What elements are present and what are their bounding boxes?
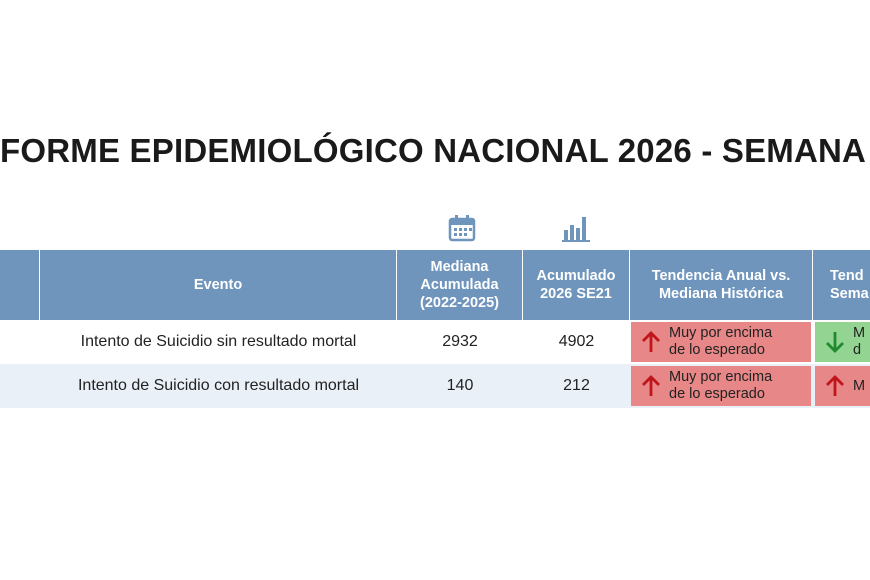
- header-cell: Mediana Acumulada (2022-2025): [397, 250, 523, 320]
- header-line: Mediana Histórica: [658, 286, 784, 302]
- header-cell: Tend Sema: [813, 250, 870, 320]
- arrow-up: [642, 331, 660, 352]
- event-cell: Intento de Suicidio con resultado mortal: [77, 377, 360, 394]
- number-cell: 212: [563, 377, 590, 394]
- header-line: (2022-2025): [420, 295, 499, 311]
- arrow-up: [826, 375, 844, 396]
- header-line: Mediana: [430, 259, 489, 275]
- number-cell: 4902: [558, 333, 595, 350]
- header-line: Sema: [830, 286, 869, 302]
- trend-line: de lo esperado: [669, 386, 765, 402]
- arrow-up: [642, 375, 660, 396]
- header-line: Evento: [193, 277, 243, 293]
- trend-line: d: [853, 342, 862, 358]
- arrow-down: [826, 332, 844, 353]
- header-line: Acumulado: [536, 268, 616, 284]
- header-line: Tend: [830, 268, 864, 284]
- header-cell: Evento: [40, 250, 397, 320]
- header-cell: [0, 250, 40, 320]
- trend-cell: M: [815, 366, 870, 406]
- trend-line: Muy por encima: [669, 325, 773, 341]
- trend-line: Muy por encima: [669, 369, 773, 385]
- header-line: Tendencia Anual vs.: [651, 268, 791, 284]
- number-cell: 140: [446, 377, 474, 394]
- header-cell: Tendencia Anual vs. Mediana Histórica: [630, 250, 813, 320]
- trend-line: M: [853, 377, 866, 394]
- header-cell: Acumulado 2026 SE21: [523, 250, 630, 320]
- event-cell: Intento de Suicidio sin resultado mortal: [80, 333, 357, 350]
- bar-chart-icon: [562, 217, 590, 242]
- number-cell: 2932: [442, 333, 478, 350]
- report-title: FORME EPIDEMIOLÓGICO NACIONAL 2026 - SEM…: [0, 132, 870, 169]
- header-line: 2026 SE21: [540, 286, 612, 302]
- trend-cell: Muy por encima de lo esperado: [631, 366, 811, 406]
- calendar-icon: [448, 215, 476, 242]
- header-line: Acumulada: [420, 277, 499, 293]
- trend-line: de lo esperado: [669, 342, 765, 358]
- trend-cell: Muy por encima de lo esperado: [631, 322, 811, 362]
- trend-line: M: [853, 325, 866, 341]
